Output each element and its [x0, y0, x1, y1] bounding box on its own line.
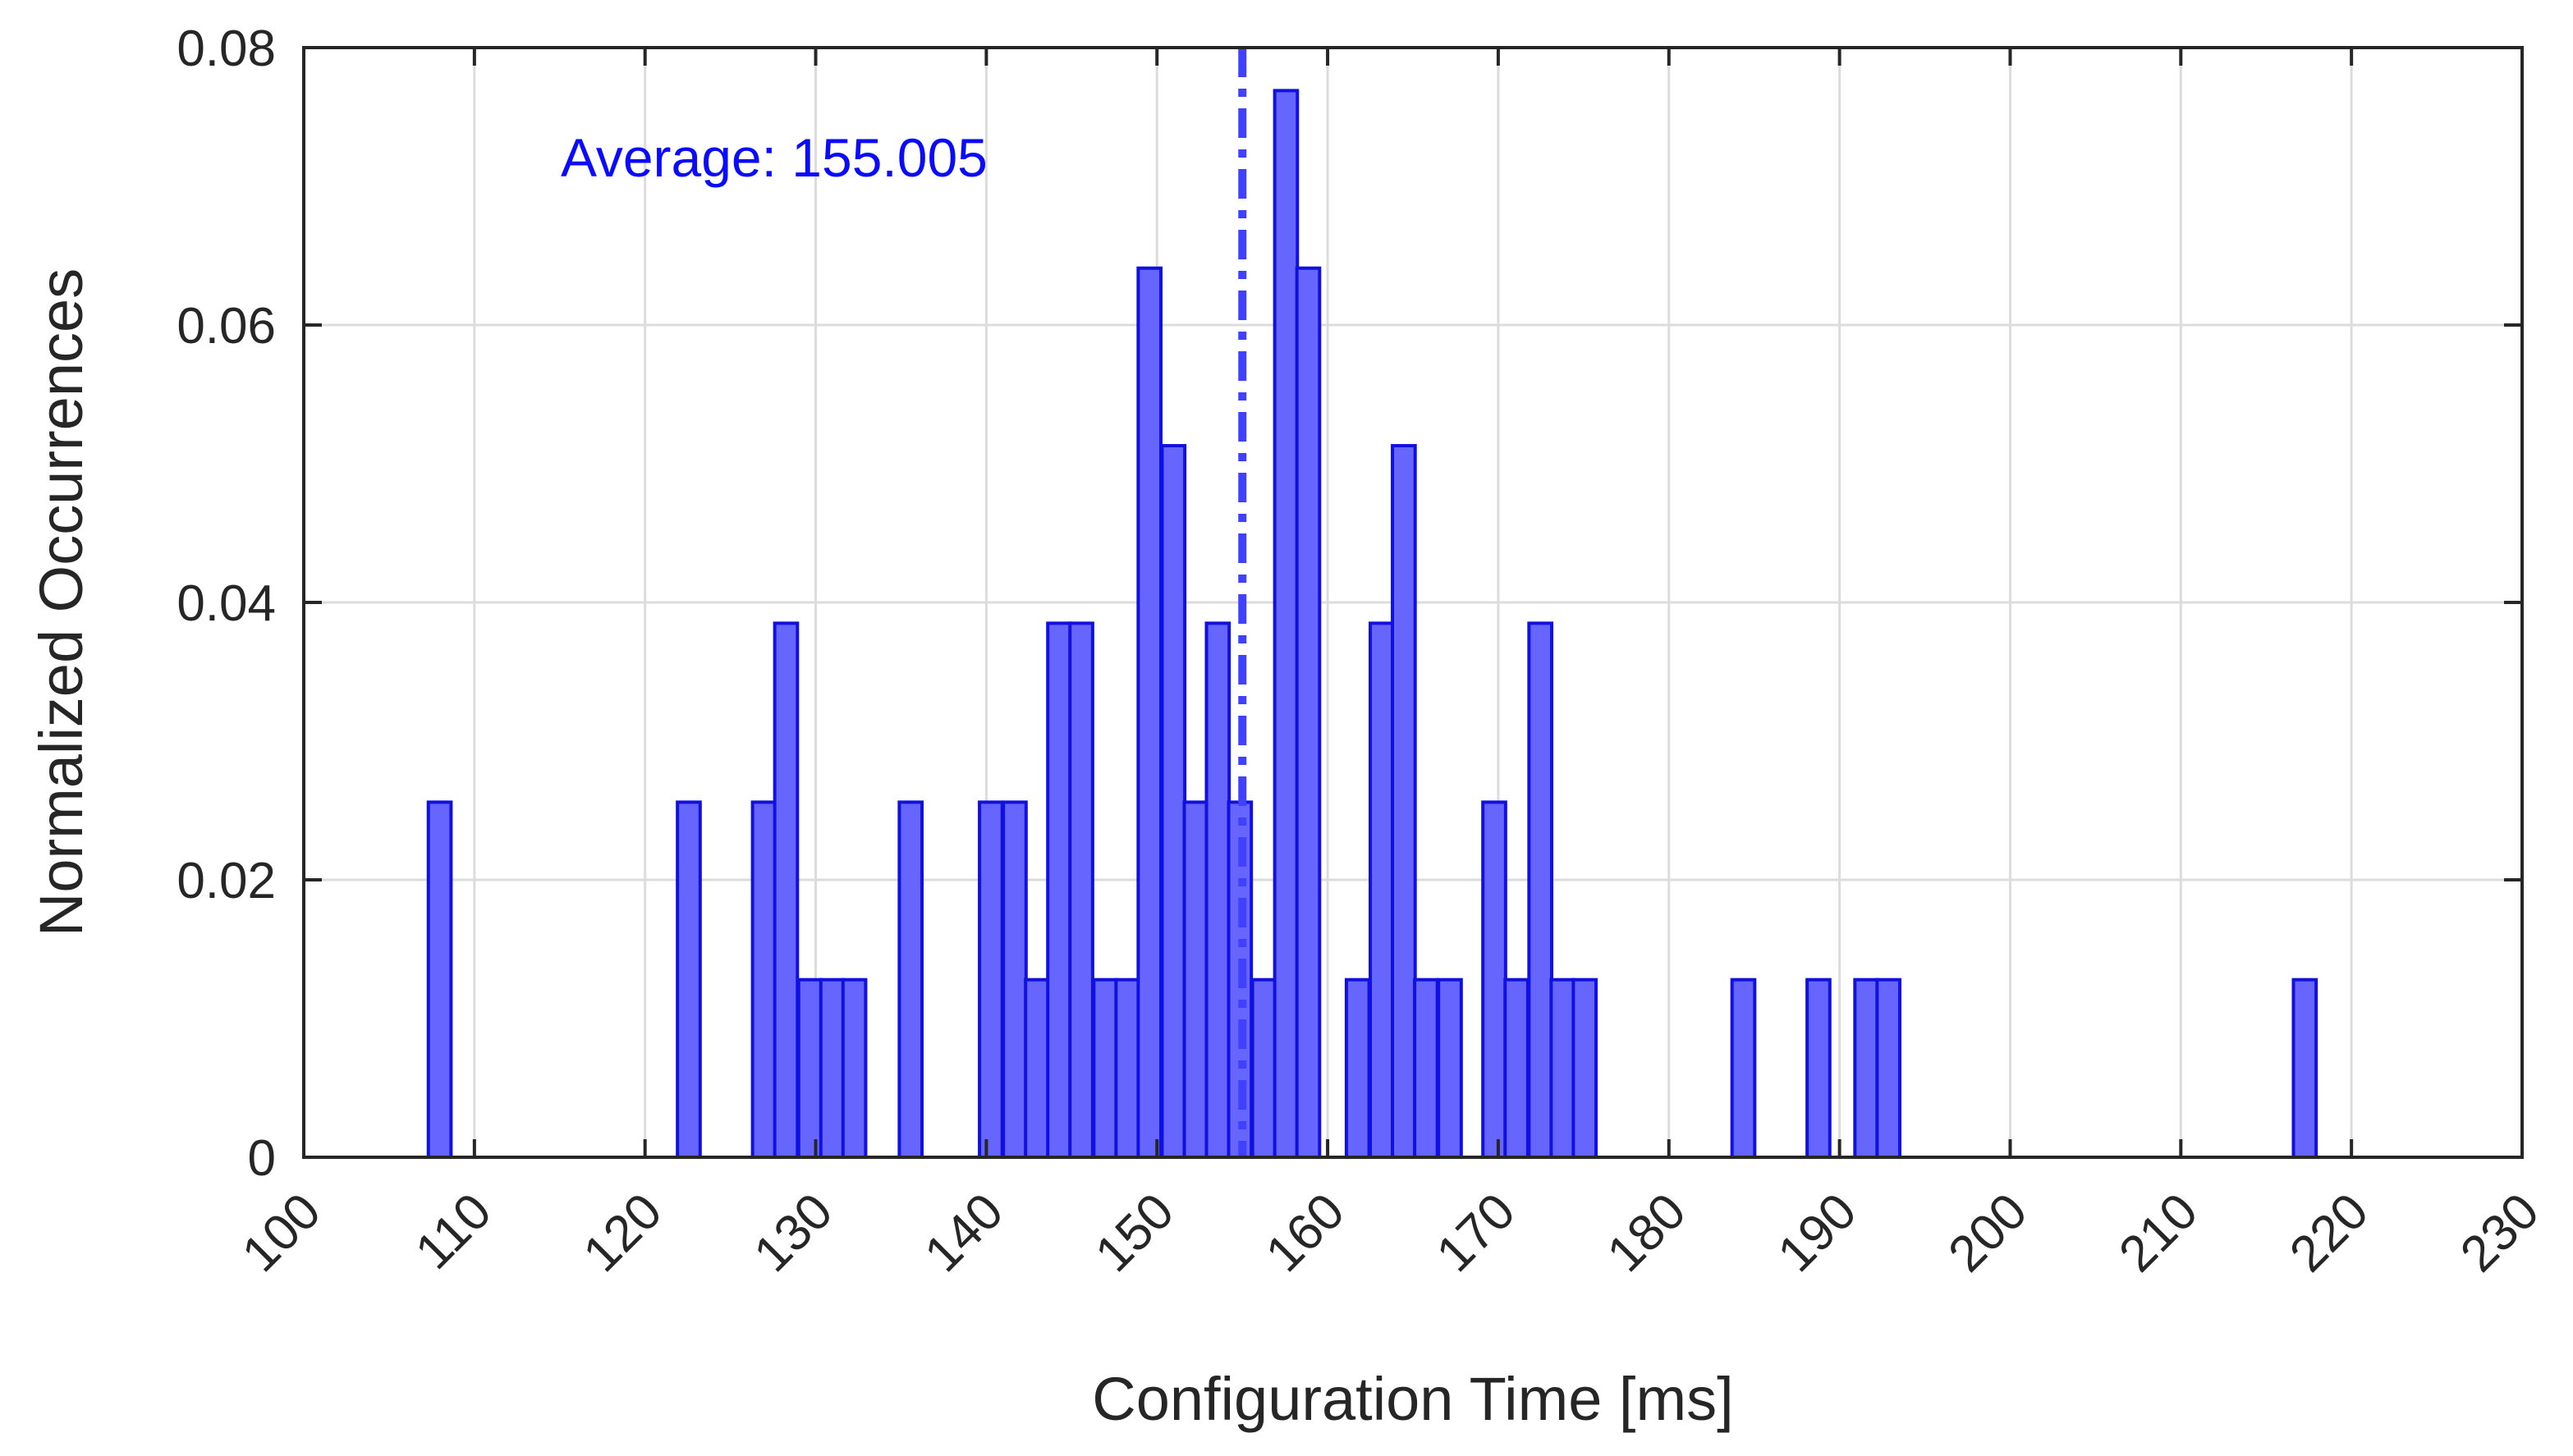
y-tick-label: 0: [248, 1130, 276, 1187]
x-tick-label: 200: [1938, 1183, 2038, 1283]
histogram-bar: [1369, 621, 1395, 1159]
y-tick-label: 0.04: [177, 575, 276, 632]
histogram-bar: [1092, 978, 1118, 1160]
y-tick-label: 0.08: [177, 21, 276, 77]
x-tick-label: 150: [1085, 1183, 1185, 1283]
histogram-bar: [796, 978, 823, 1160]
x-tick-label: 220: [2279, 1183, 2379, 1283]
histogram-bar: [978, 800, 1004, 1159]
x-tick-labels: 100 110 120 130 140 150 160 170 180 190 200 210 220 2…: [232, 1183, 2550, 1283]
histogram-bar: [1344, 978, 1371, 1160]
histogram-bars: [426, 89, 2318, 1160]
histogram-bar: [1182, 800, 1209, 1159]
histogram-bar: [1853, 978, 1879, 1160]
y-axis-title: Normalized Occurrences: [27, 268, 95, 936]
histogram-bar: [1437, 978, 1463, 1160]
y-tick-labels: 0 0.02 0.04 0.06 0.08: [177, 21, 276, 1187]
histogram-bar: [841, 978, 868, 1160]
histogram-bar: [1503, 978, 1530, 1160]
histogram-bar: [1160, 444, 1187, 1159]
histogram-bar: [1875, 978, 1901, 1160]
histogram-bar: [1136, 266, 1163, 1160]
x-tick-label: 120: [573, 1183, 673, 1283]
histogram-bar: [1114, 978, 1140, 1160]
x-tick-label: 130: [743, 1183, 843, 1283]
histogram-bar: [773, 621, 800, 1159]
x-tick-label: 190: [1768, 1183, 1868, 1283]
x-tick-label: 170: [1426, 1183, 1526, 1283]
x-tick-label: 110: [405, 1183, 502, 1280]
histogram-bar: [1024, 978, 1050, 1160]
histogram-bar: [897, 800, 924, 1159]
x-tick-label: 210: [2108, 1183, 2208, 1283]
histogram-bar: [1068, 621, 1094, 1159]
histogram-bar: [1204, 621, 1231, 1159]
histogram-bar: [1527, 621, 1553, 1159]
x-tick-label: 180: [1597, 1183, 1697, 1283]
y-tick-label: 0.02: [177, 853, 276, 909]
histogram-bar: [1481, 800, 1507, 1159]
histogram-bar: [1549, 978, 1575, 1160]
histogram-bar: [426, 800, 453, 1159]
histogram-bar: [1805, 978, 1832, 1160]
average-label: Average: 155.005: [561, 127, 988, 188]
y-tick-label: 0.06: [177, 298, 276, 355]
x-axis-title: Configuration Time [ms]: [1092, 1365, 1733, 1433]
histogram-bar: [2291, 978, 2318, 1160]
histogram-bar: [750, 800, 777, 1159]
histogram-bar: [1391, 444, 1417, 1159]
histogram-bar: [819, 978, 846, 1160]
x-tick-label: 160: [1255, 1183, 1355, 1283]
axis-ticks: [302, 46, 2524, 1159]
histogram-bar: [1250, 978, 1277, 1160]
histogram-bar: [1571, 978, 1598, 1160]
histogram-bar: [1002, 800, 1028, 1159]
histogram-bar: [1295, 266, 1322, 1160]
histogram-bar: [1273, 89, 1300, 1159]
x-tick-label: 100: [232, 1183, 332, 1283]
x-tick-label: 230: [2450, 1183, 2550, 1283]
histogram-bar: [1730, 978, 1757, 1160]
histogram-bar: [1413, 978, 1439, 1160]
histogram-bar: [676, 800, 702, 1159]
x-tick-label: 140: [914, 1183, 1014, 1283]
histogram-bar: [1046, 621, 1072, 1159]
